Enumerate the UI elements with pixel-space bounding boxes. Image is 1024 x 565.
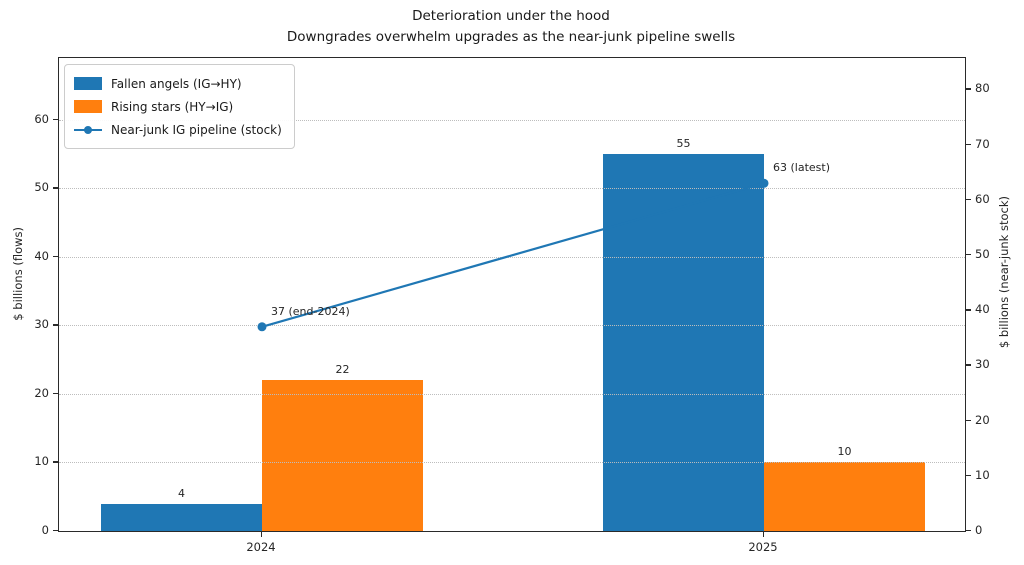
rising-stars-bar — [764, 462, 925, 531]
left-tick — [53, 118, 58, 121]
left-tick-label: 20 — [34, 385, 49, 400]
right-tick-label: 20 — [975, 412, 990, 427]
pipeline-point-marker — [759, 178, 769, 188]
left-tick — [53, 255, 58, 258]
chart-title-line1: Deterioration under the hood — [412, 8, 610, 24]
right-tick-label: 60 — [975, 191, 990, 206]
right-tick-label: 30 — [975, 357, 990, 372]
right-tick — [965, 364, 971, 366]
left-tick-label: 60 — [34, 111, 49, 126]
pipeline-line — [261, 182, 765, 328]
gridline — [59, 119, 965, 121]
left-tick — [53, 392, 58, 395]
legend-label: Near-junk IG pipeline (stock) — [111, 122, 282, 137]
legend: Fallen angels (IG→HY) Rising stars (HY→IG… — [64, 64, 295, 149]
gridline — [59, 188, 965, 190]
right-tick-label: 50 — [975, 247, 990, 262]
pipeline-line-chart — [257, 178, 769, 332]
left-tick-label: 30 — [34, 317, 49, 332]
legend-label: Fallen angels (IG→HY) — [111, 76, 242, 91]
right-tick — [965, 88, 971, 90]
left-tick — [53, 187, 58, 189]
right-tick-label: 70 — [975, 136, 990, 151]
left-tick — [53, 461, 58, 463]
bar-value-label: 10 — [837, 445, 852, 459]
right-tick-label: 40 — [975, 302, 990, 317]
gridline — [59, 462, 965, 464]
legend-item: Near-junk IG pipeline (stock) — [74, 118, 282, 141]
bar-value-label: 4 — [178, 486, 185, 500]
right-tick — [965, 198, 971, 201]
x-tick-label: 2024 — [246, 540, 276, 554]
legend-label: Rising stars (HY→IG) — [111, 99, 234, 114]
right-tick — [965, 419, 971, 421]
right-tick-label: 80 — [975, 81, 990, 96]
x-tick — [261, 531, 263, 537]
left-tick — [53, 530, 58, 532]
right-tick-label: 0 — [975, 523, 983, 537]
left-tick-label: 10 — [34, 454, 49, 469]
bar-value-label: 55 — [676, 136, 691, 150]
legend-color-swatch — [74, 77, 102, 90]
right-tick — [965, 530, 971, 532]
fallen-angels-bar — [101, 503, 262, 531]
plot-area: 4 55 22 10 37 (end-2024) 63 (latest) — [58, 57, 966, 532]
point-annotation: 63 (latest) — [773, 161, 830, 175]
right-tick — [965, 474, 971, 477]
legend-color-swatch — [74, 100, 102, 113]
legend-item: Fallen angels (IG→HY) — [74, 72, 282, 95]
legend-line-marker — [74, 123, 102, 136]
chart-title: Deterioration under the hood Downgrades … — [58, 6, 964, 48]
pipeline-point-marker — [257, 322, 267, 332]
fallen-angels-bar — [603, 153, 764, 531]
right-tick — [965, 254, 971, 256]
point-annotation: 37 (end-2024) — [271, 304, 350, 318]
right-tick — [965, 143, 971, 146]
legend-item: Rising stars (HY→IG) — [74, 95, 282, 118]
right-axis-label: $ billions (near-junk stock) — [997, 196, 1011, 349]
gridline — [59, 256, 965, 258]
rising-stars-bar — [262, 380, 423, 531]
left-tick-label: 0 — [41, 523, 49, 537]
left-tick — [53, 324, 58, 326]
right-tick — [965, 309, 971, 311]
left-axis-label: $ billions (flows) — [11, 227, 25, 321]
x-tick-label: 2025 — [748, 540, 778, 554]
bar-value-label: 22 — [335, 363, 350, 377]
gridline — [59, 325, 965, 327]
legend-dot — [84, 125, 92, 134]
x-tick — [763, 531, 765, 537]
chart-title-line2: Downgrades overwhelm upgrades as the nea… — [286, 29, 736, 45]
right-tick-label: 10 — [975, 467, 990, 482]
left-tick-label: 40 — [34, 248, 49, 263]
left-tick-label: 50 — [34, 180, 49, 195]
gridline — [59, 393, 965, 395]
